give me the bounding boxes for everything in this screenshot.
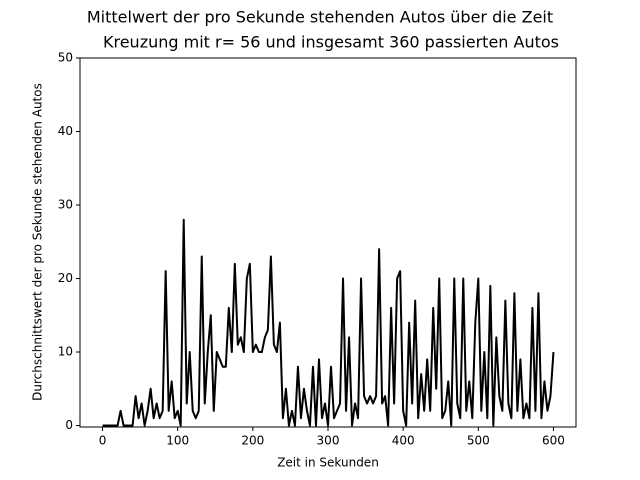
x-tick-label: 300 <box>317 434 340 448</box>
x-tick-label: 600 <box>542 434 565 448</box>
y-axis-label: Durchschnittswert der pro Sekunde stehen… <box>31 83 45 401</box>
x-tick-label: 200 <box>241 434 264 448</box>
x-tick-label: 500 <box>467 434 490 448</box>
chart-title: Mittelwert der pro Sekunde stehenden Aut… <box>87 8 553 27</box>
data-line <box>102 218 555 427</box>
chart-subtitle: Kreuzung mit r= 56 und insgesamt 360 pas… <box>103 33 559 52</box>
plot-frame <box>79 57 577 428</box>
x-tick-label: 100 <box>166 434 189 448</box>
y-tick-label: 30 <box>58 198 73 212</box>
y-tick-label: 10 <box>58 345 73 359</box>
y-tick-label: 40 <box>58 124 73 138</box>
y-tick-label: 50 <box>58 51 73 65</box>
y-tick-label: 0 <box>65 418 73 432</box>
x-axis-label: Zeit in Sekunden <box>277 456 379 470</box>
x-tick-label: 0 <box>99 434 107 448</box>
x-tick-label: 400 <box>392 434 415 448</box>
y-tick-label: 20 <box>58 271 73 285</box>
